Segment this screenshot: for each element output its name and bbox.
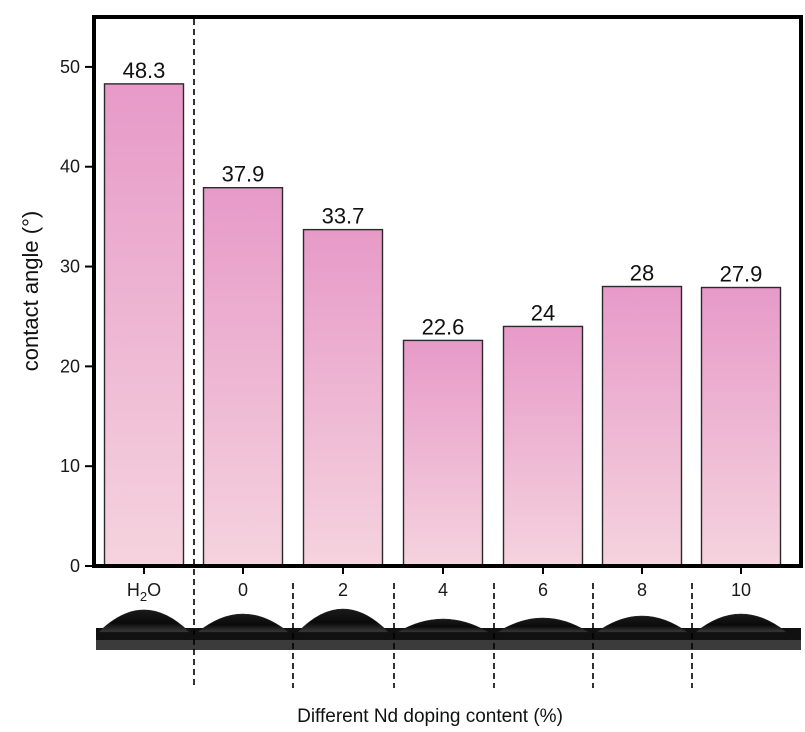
water-droplet-image	[695, 613, 787, 633]
water-droplet-image	[197, 613, 289, 633]
bar-6	[502, 325, 584, 567]
y-tick-label: 10	[60, 456, 80, 476]
bar-4	[402, 339, 484, 567]
y-tick-label: 40	[60, 157, 80, 177]
data-label-group: 48.3 37.9 33.7 22.6 24 28 27.9	[123, 58, 763, 340]
data-label-8: 28	[630, 261, 654, 286]
water-droplet-image	[596, 615, 688, 633]
bar-8	[601, 285, 683, 567]
data-label-6: 24	[531, 300, 555, 325]
x-tick-label: 4	[438, 580, 448, 600]
water-droplet-image	[496, 617, 590, 633]
data-label-0: 37.9	[222, 162, 265, 187]
plot-frame	[92, 15, 803, 568]
bar-group	[103, 83, 782, 567]
x-tick-label: 10	[731, 580, 751, 600]
x-axis: H2O 0 2 4 6 8 10	[127, 566, 751, 604]
x-tick-label: 8	[637, 580, 647, 600]
y-tick-label: 0	[70, 556, 80, 576]
bar-0	[202, 186, 284, 567]
y-tick-label: 50	[60, 57, 80, 77]
x-tick-label: H2O	[127, 580, 161, 604]
y-tick-label: 20	[60, 356, 80, 376]
data-label-h2o: 48.3	[123, 58, 166, 83]
x-tick-label: 2	[338, 580, 348, 600]
bar-10	[700, 286, 782, 567]
data-label-2: 33.7	[322, 204, 365, 229]
data-label-10: 27.9	[720, 262, 763, 287]
y-axis: 0 10 20 30 40 50	[60, 57, 94, 576]
x-tick-label: 0	[238, 580, 248, 600]
water-droplet-image	[98, 609, 190, 633]
dashed-separators	[193, 19, 693, 688]
y-tick-label: 30	[60, 257, 80, 277]
bar-2	[302, 228, 384, 567]
droplet-strip-reflection	[96, 640, 801, 650]
droplet-image-strip	[96, 608, 801, 650]
y-axis-title: contact angle (°)	[18, 211, 43, 371]
data-label-4: 22.6	[422, 314, 465, 339]
bar-h2o	[103, 83, 185, 567]
x-axis-title: Different Nd doping content (%)	[297, 706, 563, 727]
x-tick-label: 6	[538, 580, 548, 600]
water-droplet-image	[297, 608, 389, 633]
water-droplet-image	[396, 618, 490, 633]
